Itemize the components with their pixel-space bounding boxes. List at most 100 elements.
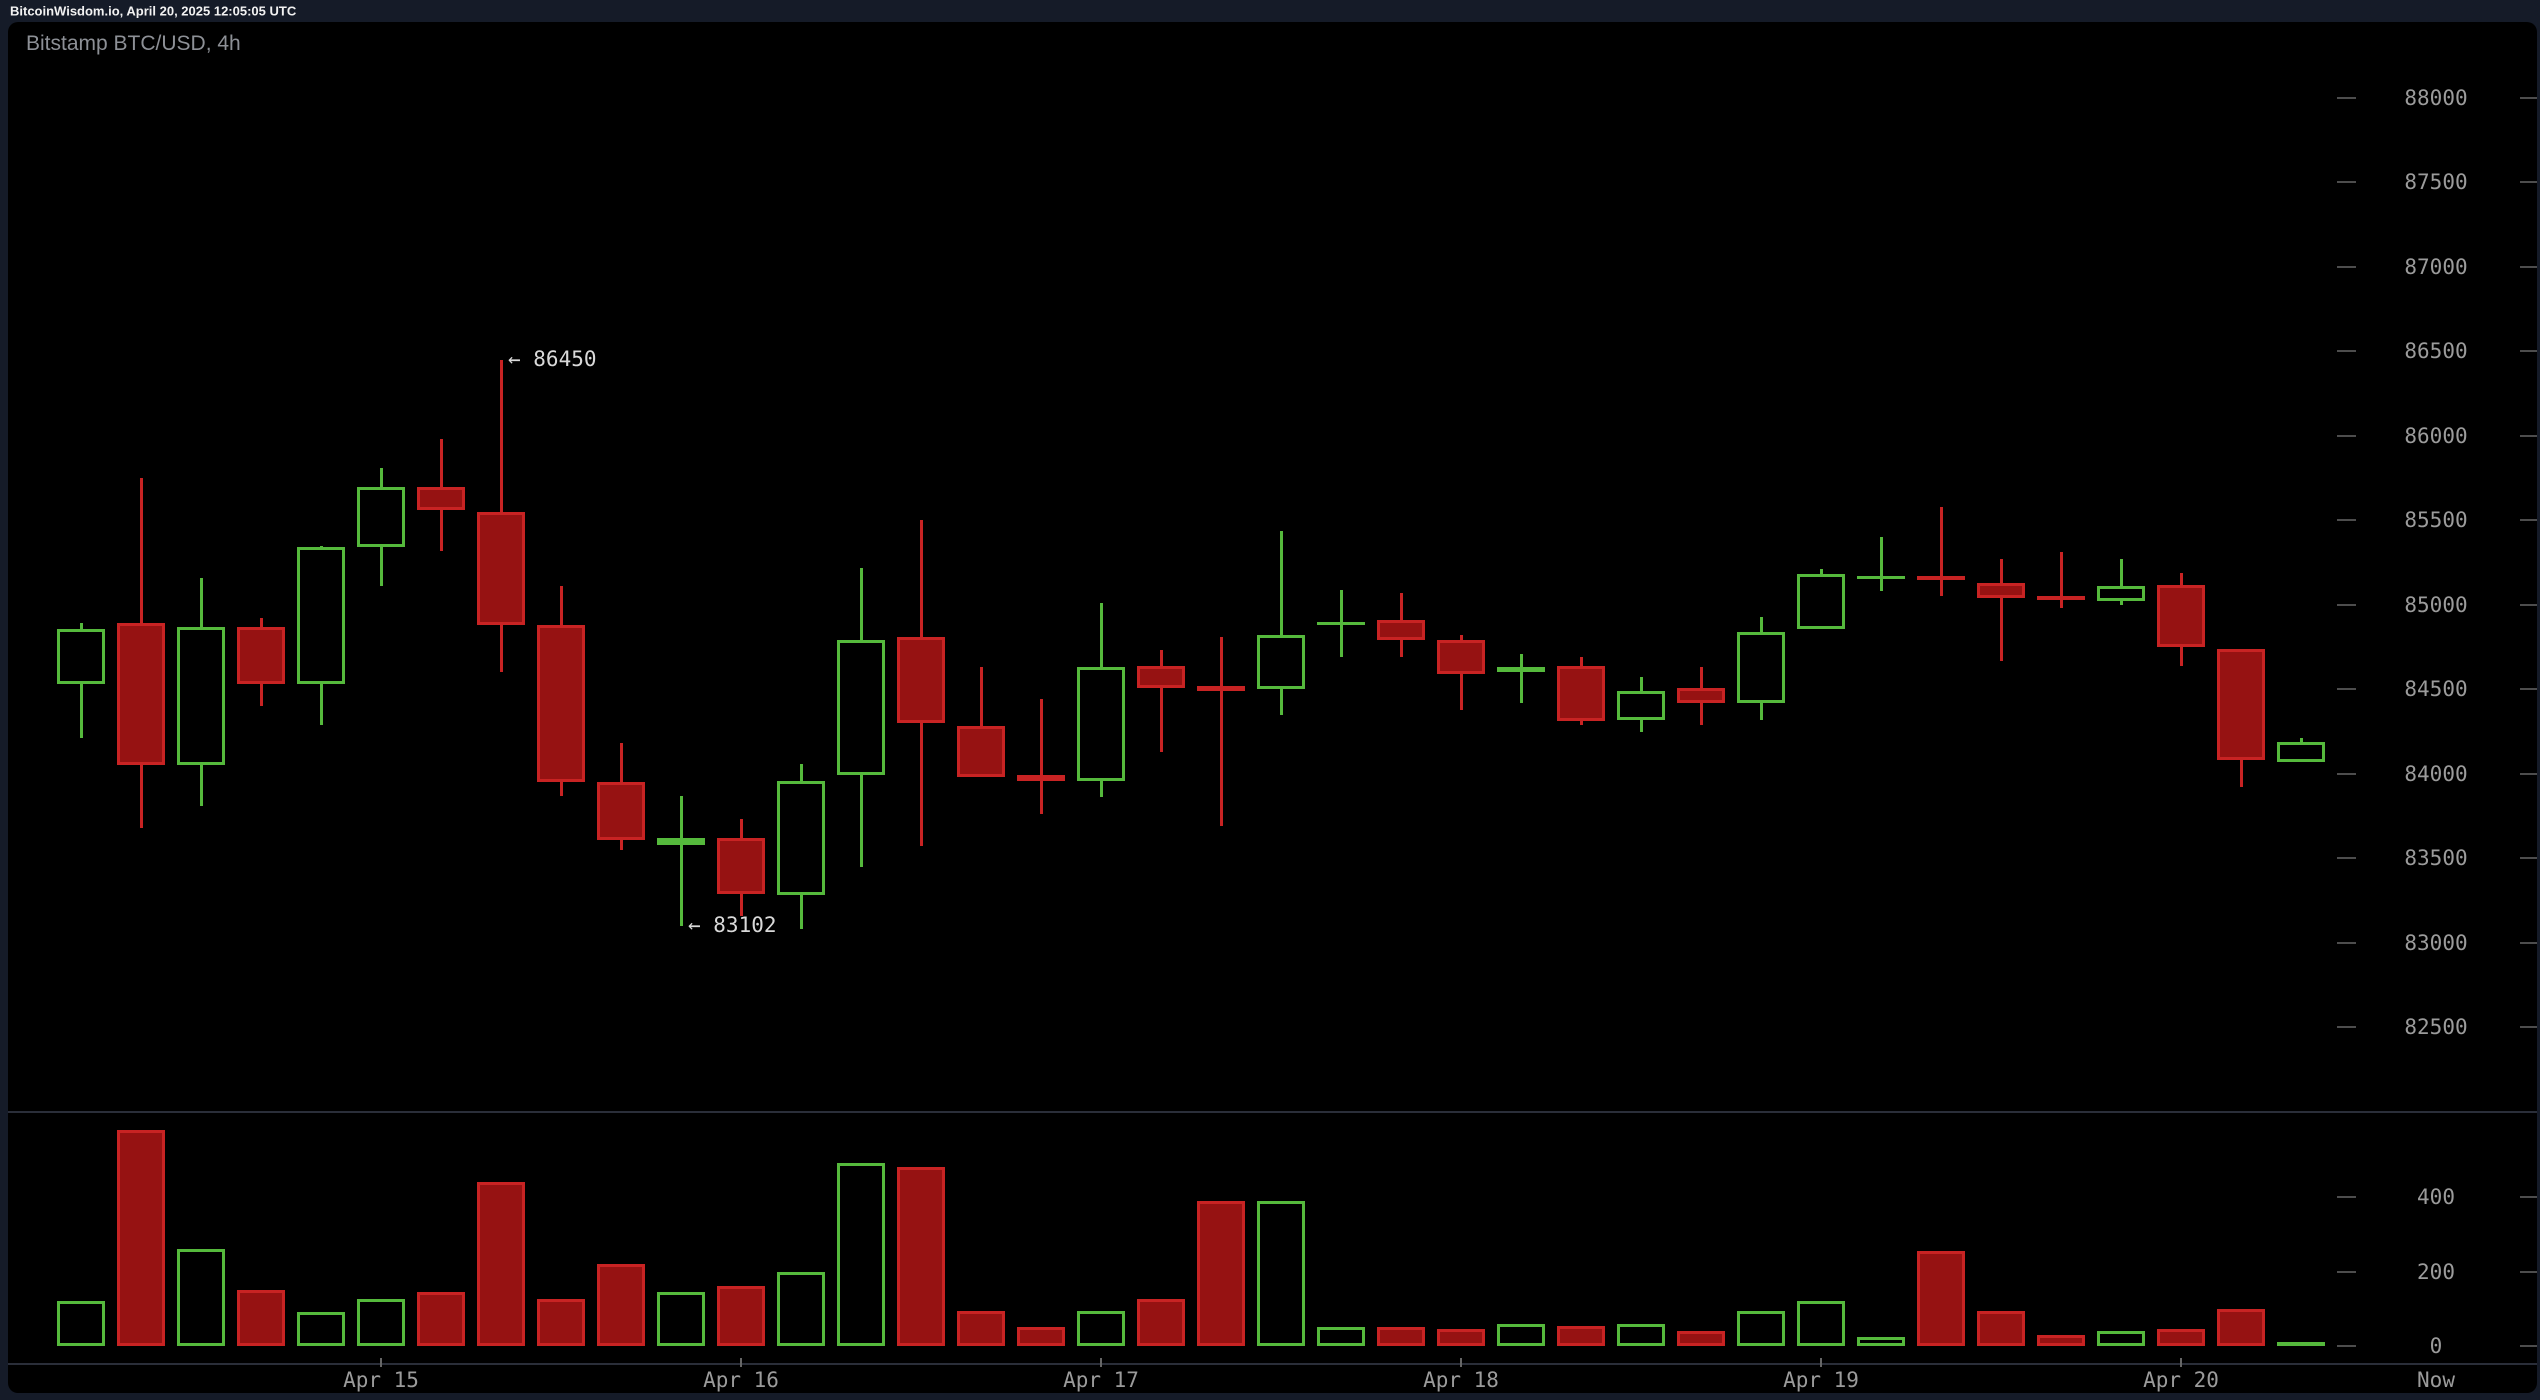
x-axis-tick [2180, 1358, 2182, 1367]
candle-wick-down [980, 667, 983, 778]
volume-bar-up [297, 1312, 345, 1346]
price-axis-tick-left [2337, 1026, 2356, 1029]
volume-bar-down [1137, 1299, 1185, 1346]
chart-canvas[interactable]: Bitstamp BTC/USD, 4h ← 86450 ← 83102 8800… [8, 22, 2537, 1393]
candle-body-down [597, 782, 645, 840]
x-axis-tick [1100, 1358, 1102, 1367]
price-axis-tick-right [2520, 434, 2537, 437]
x-axis-label: Apr 16 [703, 1368, 779, 1392]
volume-bar-up [657, 1291, 705, 1346]
x-axis-label: Apr 19 [1783, 1368, 1859, 1392]
price-axis-label: 82500 [2404, 1015, 2468, 1040]
candle-body-down [1677, 687, 1725, 703]
price-axis-tick-left [2337, 603, 2356, 606]
candle-body-down [2217, 648, 2265, 761]
candle-body-down [2037, 596, 2085, 600]
chart-title: Bitstamp BTC/USD, 4h [26, 32, 241, 55]
price-axis-tick-left [2337, 519, 2356, 522]
volume-bar-down [2157, 1329, 2205, 1346]
candle-body-up [2277, 741, 2325, 762]
volume-bar-up [1617, 1323, 1665, 1346]
candle-body-down [237, 626, 285, 685]
price-axis-label: 85500 [2404, 508, 2468, 533]
volume-bar-up [837, 1163, 885, 1346]
volume-bar-up [2097, 1331, 2145, 1346]
candle-body-down [1017, 775, 1065, 781]
price-annotation: ← 83102 [688, 912, 777, 937]
volume-bar-down [1917, 1251, 1965, 1346]
candle-body-down [1377, 620, 1425, 641]
candle-wick-down [1040, 699, 1043, 815]
volume-bar-up [1257, 1200, 1305, 1346]
candle-body-down [537, 625, 585, 783]
price-axis-label: 83500 [2404, 846, 2468, 871]
x-axis-tick [1820, 1358, 1822, 1367]
candle-body-up [1617, 691, 1665, 720]
candle-body-up [1797, 574, 1845, 629]
price-axis-tick-left [2337, 941, 2356, 944]
candle-body-up [1077, 667, 1125, 781]
price-axis-tick-left [2337, 857, 2356, 860]
volume-bar-down [1377, 1327, 1425, 1346]
price-axis-tick-right [2520, 350, 2537, 353]
price-axis-tick-left [2337, 688, 2356, 691]
volume-axis-tick-left [2337, 1345, 2356, 1347]
candle-body-down [1977, 582, 2025, 599]
candle-wick-down [2000, 559, 2003, 661]
volume-bar-down [957, 1310, 1005, 1346]
price-axis-tick-right [2520, 772, 2537, 775]
volume-axis-tick-left [2337, 1270, 2356, 1273]
candle-body-up [357, 486, 405, 548]
volume-axis-label: 200 [2417, 1259, 2455, 1284]
candle-body-down [1917, 576, 1965, 580]
volume-bar-up [57, 1301, 105, 1346]
price-axis-tick-right [2520, 941, 2537, 944]
volume-bar-up [777, 1271, 825, 1346]
volume-bar-down [1017, 1327, 1065, 1346]
candle-wick-down [1940, 506, 1943, 597]
candle-body-up [297, 547, 345, 685]
candle-body-down [1137, 665, 1185, 688]
price-axis-label: 86000 [2404, 423, 2468, 448]
candle-body-up [1857, 576, 1905, 580]
price-axis-label: 85000 [2404, 592, 2468, 617]
candle-wick-up [680, 795, 683, 926]
price-axis-tick-right [2520, 603, 2537, 606]
x-axis-tick [1460, 1358, 1462, 1367]
price-axis-tick-left [2337, 97, 2356, 99]
candle-wick-up [1520, 653, 1523, 703]
volume-bar-up [357, 1299, 405, 1346]
volume-bar-down [1557, 1325, 1605, 1346]
candle-body-down [477, 511, 525, 626]
candle-body-up [57, 628, 105, 685]
pane-divider [8, 1111, 2537, 1113]
candle-body-down [117, 623, 165, 766]
volume-axis-tick-left [2337, 1196, 2356, 1198]
volume-axis-tick-right [2520, 1270, 2537, 1273]
volume-bar-down [717, 1286, 765, 1346]
candle-body-up [2097, 586, 2145, 602]
candle-body-down [717, 838, 765, 894]
volume-axis-label: 400 [2417, 1185, 2455, 1209]
candle-body-up [1257, 635, 1305, 690]
x-axis-label: Apr 17 [1063, 1368, 1139, 1392]
volume-bar-down [1977, 1310, 2025, 1346]
volume-bar-down [1677, 1331, 1725, 1346]
price-axis-label: 84500 [2404, 677, 2468, 702]
price-axis-tick-left [2337, 350, 2356, 353]
xaxis-divider [8, 1363, 2537, 1365]
volume-bar-up [1797, 1301, 1845, 1346]
price-axis-label: 86500 [2404, 339, 2468, 364]
price-axis-label: 83000 [2404, 930, 2468, 955]
x-axis-now-label: Now [2417, 1368, 2455, 1392]
candle-wick-down [2060, 552, 2063, 609]
page-header-text: BitcoinWisdom.io, April 20, 2025 12:05:0… [10, 3, 297, 19]
volume-axis-label: 0 [2429, 1334, 2443, 1358]
price-axis-tick-right [2520, 1026, 2537, 1029]
volume-bar-up [1497, 1323, 1545, 1346]
candle-wick-up [2120, 559, 2123, 605]
volume-bar-up [177, 1249, 225, 1346]
candle-body-down [2157, 584, 2205, 648]
volume-bar-up [2277, 1342, 2325, 1346]
volume-bar-down [2037, 1334, 2085, 1346]
